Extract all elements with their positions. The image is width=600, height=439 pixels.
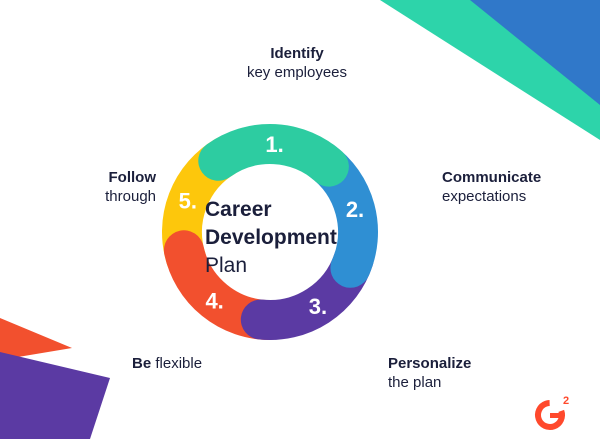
- logo-superscript: 2: [563, 395, 569, 407]
- step-4-bold: Be: [132, 355, 152, 372]
- step-label-2: Communicate expectations: [442, 168, 541, 206]
- step-label-4: Be flexible: [132, 354, 202, 373]
- step-number-5: 5.: [179, 188, 197, 213]
- decor-purple-shard: [0, 352, 110, 439]
- step-number-2: 2.: [346, 197, 364, 222]
- title-line-1: Career: [205, 198, 272, 221]
- step-number-4: 4.: [205, 288, 223, 313]
- step-label-5: Follow through: [60, 168, 156, 206]
- step-3-light: the plan: [388, 374, 442, 391]
- step-2-light: expectations: [442, 188, 527, 205]
- step-label-1: Identify key employees: [232, 44, 362, 82]
- step-2-bold: Communicate: [442, 169, 542, 186]
- title-line-2: Development: [205, 226, 337, 249]
- step-5-light: through: [105, 188, 156, 205]
- step-3-bold: Personalize: [388, 355, 472, 372]
- step-4-light: flexible: [155, 355, 203, 372]
- step-1-bold: Identify: [270, 45, 324, 62]
- step-label-3: Personalize the plan: [388, 354, 471, 392]
- step-5-bold: Follow: [108, 169, 157, 186]
- diagram-title: Career Development Plan: [205, 196, 337, 280]
- ring-segment-1: [198, 124, 349, 187]
- step-1-light: key employees: [246, 64, 348, 81]
- title-line-3: Plan: [205, 254, 248, 277]
- step-number-1: 1.: [265, 132, 283, 157]
- decor-red-shard: [0, 318, 72, 360]
- decor-blue-band: [470, 0, 600, 105]
- step-number-3: 3.: [309, 294, 327, 319]
- g2-logo: 2: [535, 395, 569, 430]
